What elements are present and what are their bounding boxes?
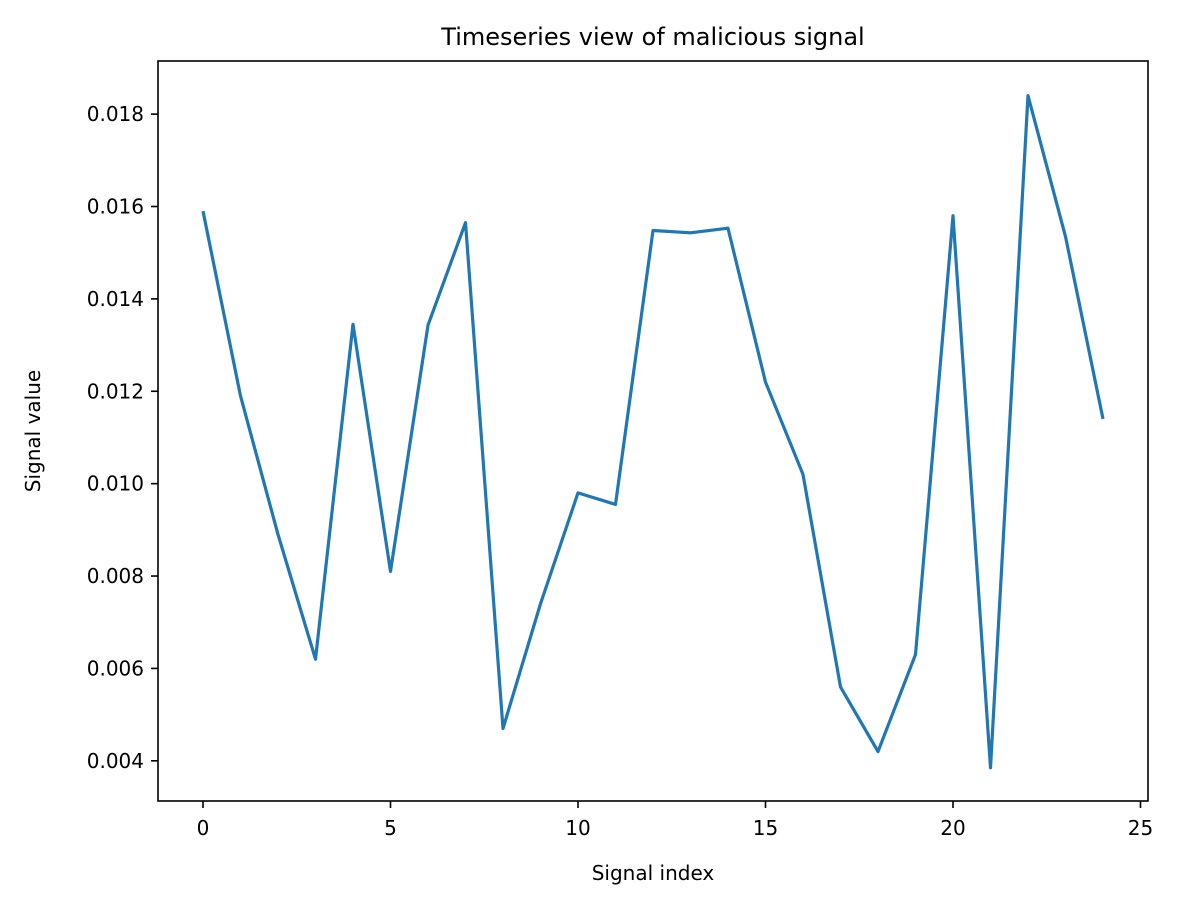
series-line-0 bbox=[201, 94, 1105, 770]
x-tick-label: 0 bbox=[197, 816, 210, 840]
y-axis-ticks: 0.004 0.006 0.008 0.010 0.012 0.014 0.016 0.018 bbox=[87, 102, 158, 773]
series-layer bbox=[201, 94, 1105, 770]
y-axis-label: Signal value bbox=[21, 370, 45, 492]
x-tick-label: 20 bbox=[940, 816, 965, 840]
y-tick-label: 0.010 bbox=[87, 472, 144, 496]
chart-title: Timeseries view of malicious signal bbox=[440, 23, 864, 51]
y-tick-label: 0.014 bbox=[87, 287, 144, 311]
y-tick-label: 0.016 bbox=[87, 195, 144, 219]
y-tick-label: 0.008 bbox=[87, 564, 144, 588]
y-tick-label: 0.018 bbox=[87, 102, 144, 126]
x-tick-label: 5 bbox=[384, 816, 397, 840]
y-tick-label: 0.004 bbox=[87, 749, 144, 773]
plot-frame bbox=[157, 60, 1149, 802]
x-axis-label: Signal index bbox=[592, 861, 715, 885]
x-axis-ticks: 0 5 10 15 20 25 bbox=[197, 801, 1153, 840]
y-tick-label: 0.006 bbox=[87, 656, 144, 680]
y-tick-label: 0.012 bbox=[87, 379, 144, 403]
x-tick-label: 15 bbox=[753, 816, 778, 840]
x-tick-label: 25 bbox=[1128, 816, 1153, 840]
x-tick-label: 10 bbox=[565, 816, 590, 840]
